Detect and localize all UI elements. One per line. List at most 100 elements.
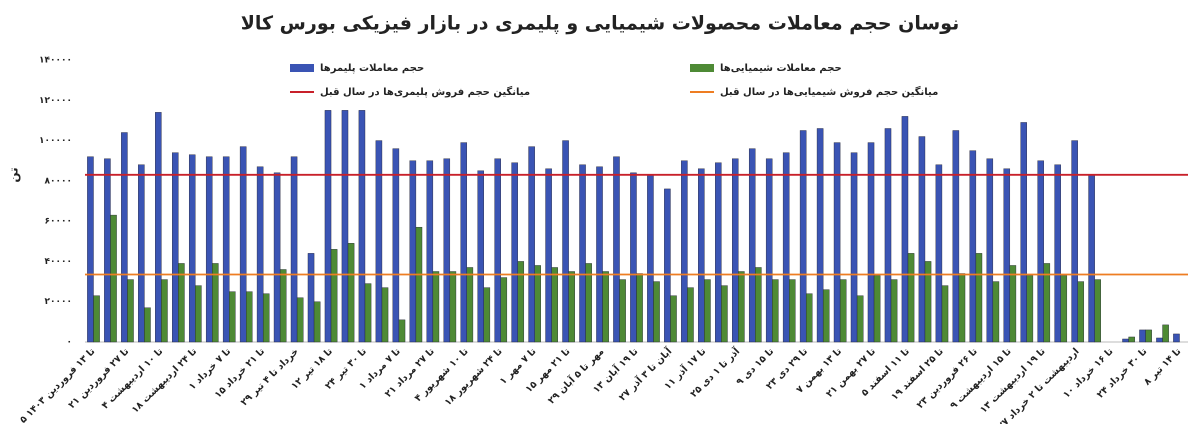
bar bbox=[178, 263, 185, 343]
bar bbox=[630, 172, 637, 343]
bar bbox=[290, 156, 298, 343]
bar bbox=[138, 164, 145, 343]
bar bbox=[517, 261, 525, 343]
bar bbox=[398, 319, 406, 343]
bar bbox=[341, 110, 349, 343]
y-tick-label: ۲۰۰۰۰ bbox=[45, 297, 72, 307]
bar bbox=[698, 168, 705, 343]
bar bbox=[1122, 338, 1129, 343]
bar bbox=[765, 158, 773, 343]
bar bbox=[1071, 140, 1078, 343]
bar bbox=[1054, 164, 1061, 343]
bar bbox=[789, 279, 796, 343]
bar bbox=[833, 142, 841, 343]
bar bbox=[568, 271, 575, 343]
bar bbox=[884, 128, 892, 343]
bar bbox=[188, 154, 196, 343]
bar bbox=[155, 112, 162, 343]
bar bbox=[1026, 275, 1034, 343]
bar bbox=[409, 160, 417, 343]
bar bbox=[782, 152, 790, 343]
bar bbox=[460, 142, 468, 343]
bar bbox=[799, 130, 807, 343]
bar bbox=[222, 156, 230, 343]
bar bbox=[738, 271, 745, 343]
bar bbox=[619, 279, 626, 343]
bar bbox=[1060, 275, 1068, 343]
bar bbox=[805, 293, 813, 343]
x-tick-label: ۲۹ مهر تا ۵ آبان bbox=[545, 345, 607, 407]
bar bbox=[500, 277, 508, 343]
bar bbox=[229, 291, 236, 343]
bar bbox=[732, 158, 739, 343]
bar bbox=[681, 160, 688, 343]
chart-title: نوسان حجم معاملات محصولات شیمیایی و پلیم… bbox=[241, 13, 960, 35]
bar bbox=[1156, 337, 1163, 343]
bar bbox=[528, 146, 535, 343]
y-tick-label: ۱۲۰۰۰۰ bbox=[39, 96, 72, 106]
bar bbox=[748, 148, 756, 343]
bar bbox=[212, 263, 219, 343]
bar bbox=[986, 158, 994, 343]
bar bbox=[1009, 265, 1017, 343]
bar bbox=[330, 249, 338, 343]
bar bbox=[545, 168, 552, 343]
y-tick-label: ۴۰۰۰۰ bbox=[45, 257, 72, 267]
bar bbox=[941, 285, 949, 343]
bar bbox=[347, 243, 355, 343]
y-tick-label: ۶۰۰۰۰ bbox=[45, 217, 72, 227]
bar bbox=[1139, 329, 1146, 343]
bar bbox=[358, 110, 366, 343]
bar bbox=[1020, 122, 1027, 343]
bar bbox=[483, 287, 491, 343]
x-tick-label: ۸ تا ۱۴ تیر bbox=[1142, 346, 1184, 388]
legend-swatch bbox=[290, 64, 314, 72]
bar bbox=[562, 140, 569, 343]
bar bbox=[239, 146, 247, 343]
bar bbox=[415, 226, 423, 343]
bar bbox=[721, 285, 728, 343]
bar bbox=[636, 273, 643, 343]
bar bbox=[715, 162, 722, 343]
x-tick-label: ۱۸ تا ۲۴ شهریور bbox=[443, 346, 505, 408]
bar bbox=[172, 152, 179, 343]
bar bbox=[613, 156, 620, 343]
bar bbox=[104, 158, 111, 343]
bar bbox=[664, 188, 671, 343]
bar bbox=[670, 295, 677, 343]
bar bbox=[273, 172, 281, 343]
x-tick-label: ۲۹ خرداد تا ۴ تیر bbox=[239, 346, 301, 408]
bar bbox=[1162, 324, 1169, 343]
bar bbox=[443, 158, 451, 343]
bar bbox=[93, 295, 100, 343]
bar bbox=[1077, 281, 1085, 343]
x-tick-label: ۴ تا ۱۰ اردیبهشت bbox=[100, 346, 165, 411]
bar bbox=[307, 253, 315, 343]
x-tick-label: ۲۱ تا ۲۷ فروردین bbox=[66, 346, 131, 411]
bar bbox=[772, 279, 779, 343]
bar bbox=[653, 281, 660, 343]
bar bbox=[952, 130, 960, 343]
bar bbox=[1043, 263, 1051, 343]
legend-label: حجم معاملات پلیمرها bbox=[320, 63, 424, 74]
legend-label: میانگین حجم فروش پلیمری‌ها در سال قبل bbox=[320, 85, 530, 98]
bar bbox=[256, 166, 264, 343]
bar bbox=[1145, 329, 1152, 343]
bar bbox=[755, 267, 762, 343]
bar bbox=[511, 162, 518, 343]
bar bbox=[262, 293, 270, 343]
bar bbox=[890, 279, 898, 343]
bar bbox=[449, 271, 457, 343]
bar bbox=[432, 271, 440, 343]
bar bbox=[958, 273, 966, 343]
bar bbox=[87, 156, 94, 343]
y-tick-label: ۰ bbox=[67, 338, 73, 348]
bar bbox=[704, 279, 711, 343]
y-tick-label: ۱۴۰۰۰۰ bbox=[39, 56, 72, 66]
bar bbox=[975, 253, 983, 343]
bar bbox=[596, 166, 603, 343]
y-tick-label: ۱۰۰۰۰۰ bbox=[39, 136, 72, 146]
bar bbox=[822, 289, 830, 343]
bar bbox=[551, 267, 558, 343]
